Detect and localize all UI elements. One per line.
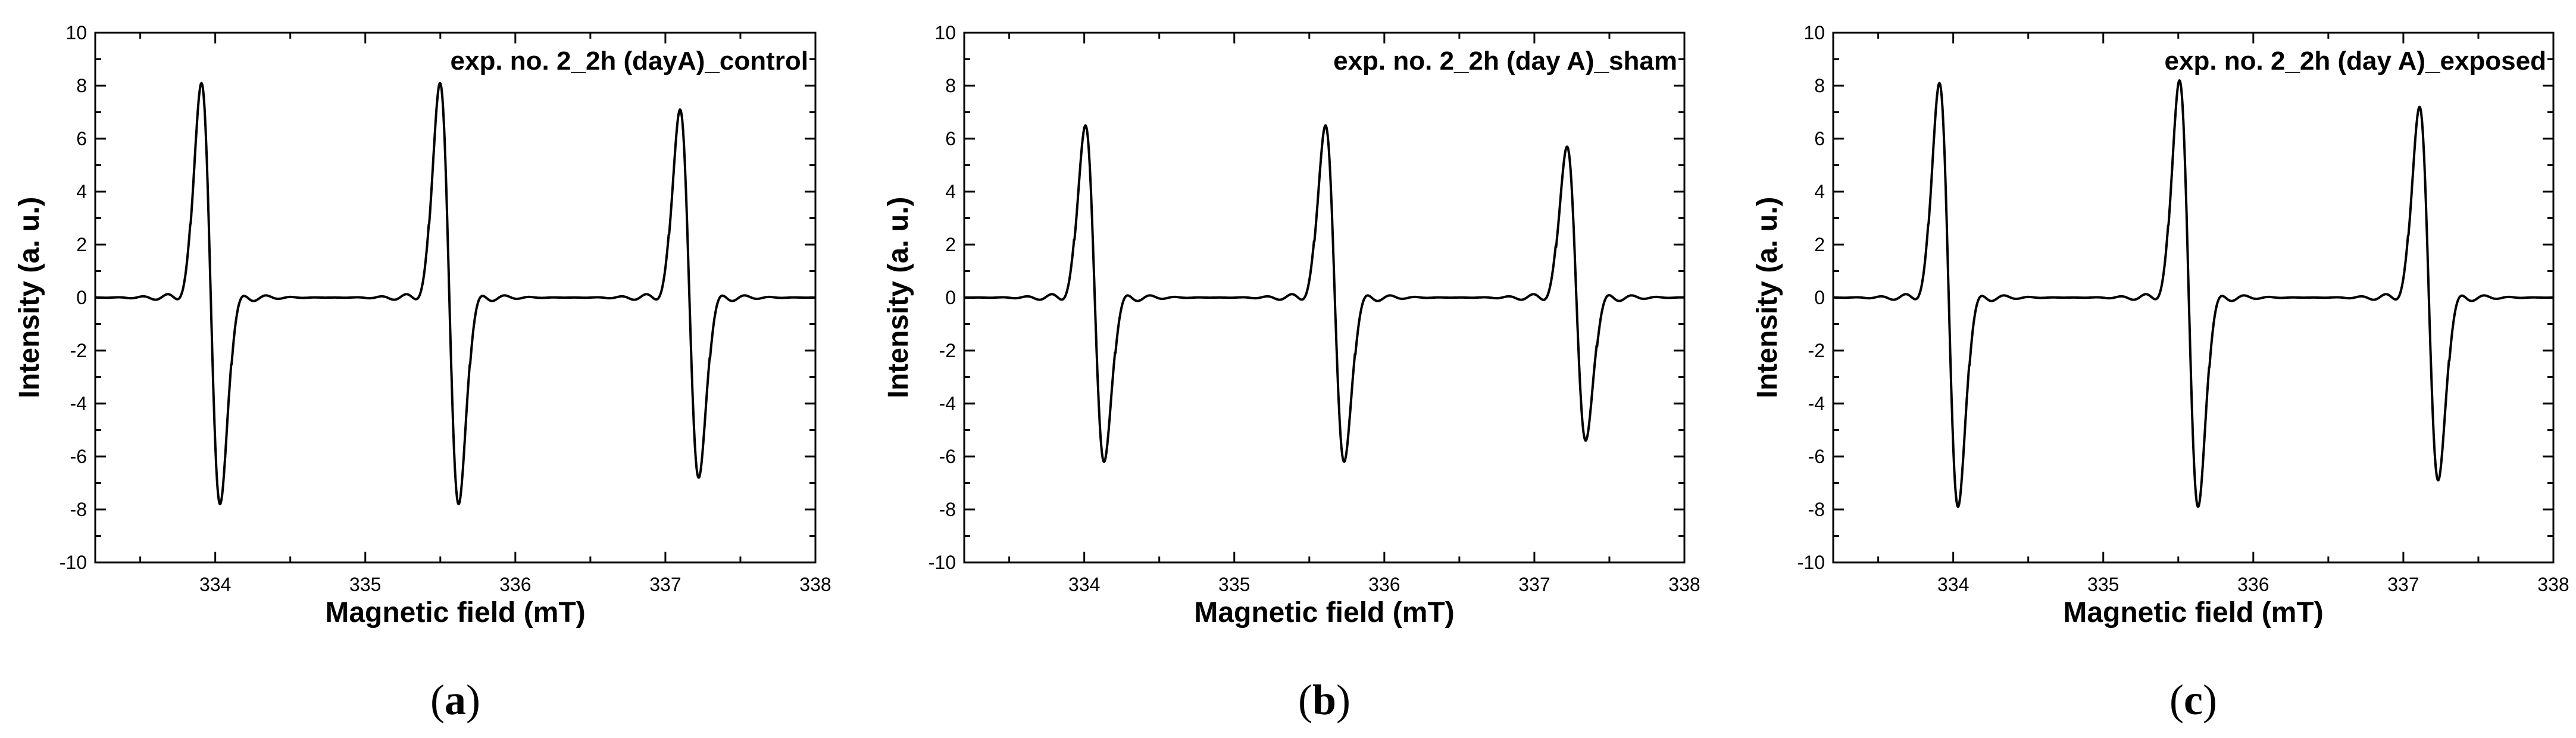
y-tick-label: -6 [939, 446, 956, 467]
x-tick-label: 336 [1368, 574, 1400, 595]
y-tick-label: -8 [939, 499, 956, 520]
y-tick-label: 8 [1814, 75, 1825, 96]
panel-label: (b) [1298, 676, 1350, 724]
y-tick-label: 2 [1814, 234, 1825, 255]
x-tick-label: 338 [1668, 574, 1700, 595]
y-tick-label: -4 [939, 393, 956, 414]
y-tick-label: 8 [76, 75, 87, 96]
y-axis-title: Intensity (a. u.) [14, 197, 45, 399]
panel-a: -10 -8 -6 -4 -2 0 2 4 6 8 10 334 335 336 337 338 Magneti… [14, 22, 831, 724]
x-tick-label: 337 [2387, 574, 2419, 595]
chart-title: exp. no. 2_2h (dayA)_control [451, 46, 808, 76]
y-tick-label: -6 [1808, 446, 1825, 467]
panel-label: (a) [430, 676, 480, 724]
plot-frame [1832, 32, 2555, 564]
panel-b: -10 -8 -6 -4 -2 0 2 4 6 8 10 334 335 336 337 338 Magneti… [883, 22, 1700, 724]
y-tick-label: 4 [945, 181, 956, 202]
x-tick-label: 334 [199, 574, 231, 595]
y-tick-label: -10 [929, 552, 956, 573]
y-tick-label: -4 [70, 393, 87, 414]
y-tick-label: 0 [945, 287, 956, 308]
x-tick-label: 337 [1518, 574, 1550, 595]
x-tick-label: 335 [349, 574, 381, 595]
y-tick-label: 2 [945, 234, 956, 255]
y-tick-label: 2 [76, 234, 87, 255]
y-tick-label: 8 [945, 75, 956, 96]
y-tick-label: -2 [1808, 340, 1825, 361]
y-tick-label: 10 [934, 22, 956, 43]
chart-title: exp. no. 2_2h (day A)_exposed [2165, 46, 2546, 76]
y-tick-label: 4 [76, 181, 87, 202]
y-tick-label: -8 [1808, 499, 1825, 520]
y-tick-label: -8 [70, 499, 87, 520]
y-tick-label: -4 [1808, 393, 1825, 414]
chart-title: exp. no. 2_2h (day A)_sham [1333, 46, 1677, 76]
panel-label: (c) [2169, 676, 2217, 724]
y-tick-label: -2 [939, 340, 956, 361]
spectrum-line [1832, 79, 2555, 508]
x-axis-title: Magnetic field (mT) [325, 597, 585, 628]
x-tick-label: 338 [2537, 574, 2569, 595]
y-tick-label: 6 [76, 128, 87, 149]
y-tick-label: -6 [70, 446, 87, 467]
y-tick-label: 0 [1814, 287, 1825, 308]
x-tick-label: 335 [1218, 574, 1250, 595]
y-axis-title: Intensity (a. u.) [1752, 197, 1783, 399]
x-axis-title: Magnetic field (mT) [2063, 597, 2323, 628]
spectrum-line [963, 124, 1686, 463]
spectrum-line [94, 82, 817, 505]
y-tick-label: 6 [945, 128, 956, 149]
x-tick-label: 338 [799, 574, 831, 595]
panel-c: -10 -8 -6 -4 -2 0 2 4 6 8 10 334 335 336 337 338 Magneti… [1752, 22, 2569, 724]
y-tick-label: 4 [1814, 181, 1825, 202]
x-axis-title: Magnetic field (mT) [1194, 597, 1454, 628]
y-tick-label: -2 [70, 340, 87, 361]
y-axis-title: Intensity (a. u.) [883, 197, 914, 399]
x-tick-label: 337 [649, 574, 681, 595]
y-tick-label: 10 [1803, 22, 1825, 43]
y-tick-label: -10 [1797, 552, 1825, 573]
x-tick-label: 335 [2087, 574, 2119, 595]
y-tick-label: 10 [65, 22, 87, 43]
x-tick-label: 334 [1937, 574, 1969, 595]
x-tick-label: 334 [1068, 574, 1100, 595]
x-tick-label: 336 [2237, 574, 2269, 595]
x-tick-label: 336 [499, 574, 531, 595]
y-tick-label: -10 [60, 552, 87, 573]
y-tick-label: 0 [76, 287, 87, 308]
y-tick-label: 6 [1814, 128, 1825, 149]
